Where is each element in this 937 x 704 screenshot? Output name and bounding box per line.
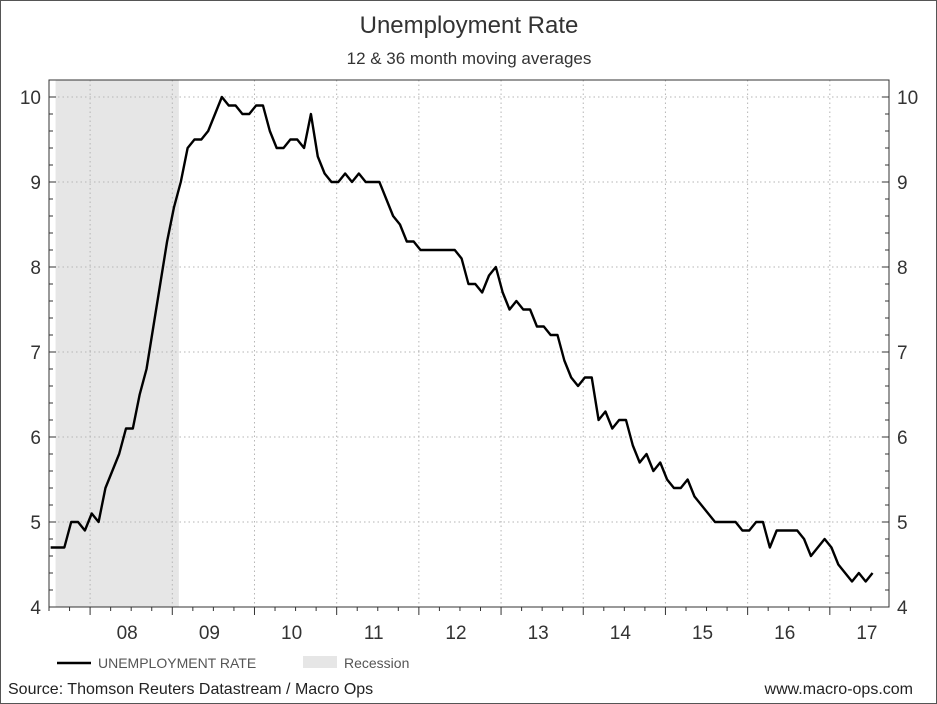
legend-label-recession: Recession: [344, 655, 409, 671]
y-tick-label-right: 7: [897, 343, 908, 364]
y-tick-label-left: 10: [20, 88, 41, 109]
x-tick-label: 08: [117, 623, 138, 644]
legend-label-unemployment: UNEMPLOYMENT RATE: [98, 655, 256, 671]
source-note: Source: Thomson Reuters Datastream / Mac…: [8, 681, 373, 698]
x-tick-label: 14: [610, 623, 632, 644]
y-tick-label-right: 9: [897, 173, 908, 194]
y-tick-label-right: 5: [897, 513, 908, 534]
chart-title: Unemployment Rate: [360, 12, 579, 39]
y-tick-label-right: 6: [897, 428, 908, 449]
plot-area: [48, 79, 890, 608]
x-tick-label: 13: [528, 623, 549, 644]
y-tick-label-left: 5: [30, 513, 41, 534]
chart-subtitle: 12 & 36 month moving averages: [347, 49, 592, 68]
y-tick-label-left: 8: [30, 258, 41, 279]
legend-swatch-recession: [303, 656, 337, 668]
y-tick-label-right: 10: [897, 88, 918, 109]
x-tick-label: 09: [199, 623, 220, 644]
y-tick-label-left: 7: [30, 343, 41, 364]
y-tick-label-left: 9: [30, 173, 41, 194]
x-tick-label: 12: [445, 623, 466, 644]
y-tick-label-right: 4: [897, 598, 908, 619]
y-tick-label-left: 6: [30, 428, 41, 449]
x-tick-label: 16: [774, 623, 795, 644]
x-tick-label: 11: [364, 623, 384, 644]
website-link[interactable]: www.macro-ops.com: [764, 681, 913, 698]
series-line-unemployment-rate: [50, 95, 874, 583]
legend: UNEMPLOYMENT RATE Recession: [57, 655, 409, 671]
y-tick-label-right: 8: [897, 258, 908, 279]
recession-band: [55, 80, 179, 607]
x-tick-label: 15: [692, 623, 713, 644]
x-tick-label: 10: [281, 623, 302, 644]
x-tick-label: 17: [856, 623, 877, 644]
y-tick-label-left: 4: [30, 598, 41, 619]
